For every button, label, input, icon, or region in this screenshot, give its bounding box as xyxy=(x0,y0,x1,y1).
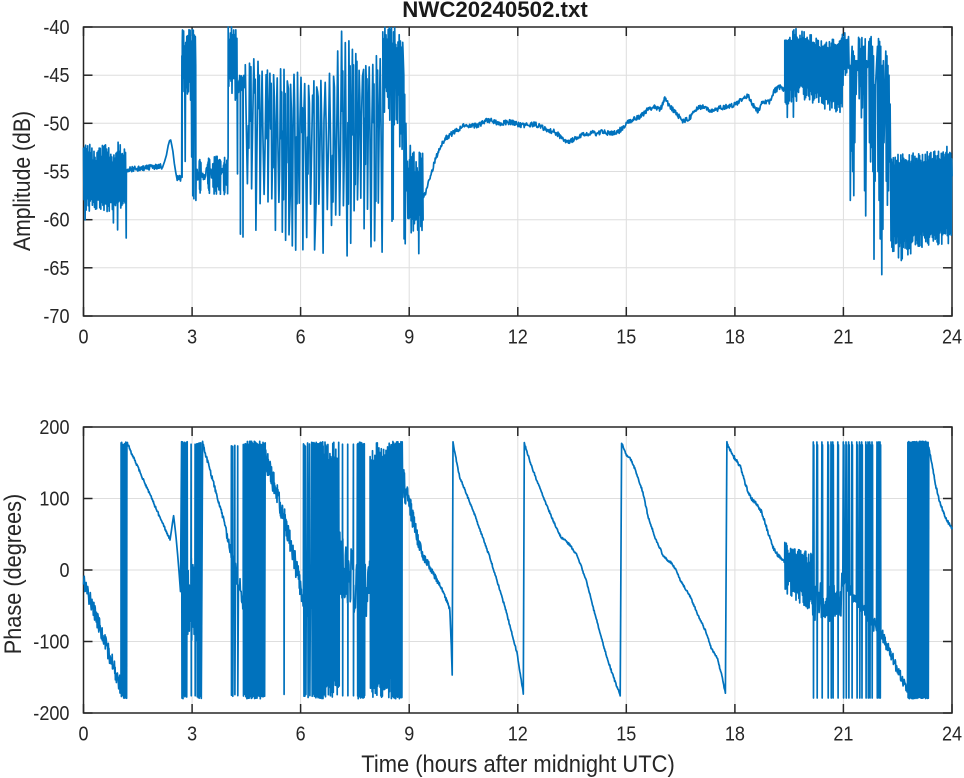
svg-text:-100: -100 xyxy=(33,632,69,654)
svg-text:21: 21 xyxy=(833,327,853,349)
svg-text:6: 6 xyxy=(296,327,306,349)
svg-text:15: 15 xyxy=(616,724,636,746)
svg-text:-40: -40 xyxy=(43,17,69,39)
svg-text:-200: -200 xyxy=(33,703,69,725)
svg-text:18: 18 xyxy=(725,724,745,746)
svg-text:3: 3 xyxy=(187,724,197,746)
svg-text:9: 9 xyxy=(404,327,414,349)
svg-text:24: 24 xyxy=(942,724,962,746)
svg-text:0: 0 xyxy=(79,724,89,746)
svg-text:-65: -65 xyxy=(43,258,69,280)
svg-text:100: 100 xyxy=(39,489,69,511)
svg-text:-60: -60 xyxy=(43,210,69,232)
svg-text:-50: -50 xyxy=(43,113,69,135)
svg-text:-70: -70 xyxy=(43,306,69,328)
svg-text:24: 24 xyxy=(942,327,962,349)
svg-text:Phase (degrees): Phase (degrees) xyxy=(0,494,27,655)
svg-text:200: 200 xyxy=(39,417,69,439)
svg-text:18: 18 xyxy=(725,327,745,349)
svg-text:-55: -55 xyxy=(43,162,69,184)
svg-text:12: 12 xyxy=(508,327,528,349)
svg-text:NWC20240502.txt: NWC20240502.txt xyxy=(402,0,588,22)
svg-text:9: 9 xyxy=(404,724,414,746)
svg-text:Amplitude (dB): Amplitude (dB) xyxy=(9,111,36,251)
svg-text:Time (hours after midnight UTC: Time (hours after midnight UTC) xyxy=(361,751,675,778)
svg-text:15: 15 xyxy=(616,327,636,349)
svg-text:6: 6 xyxy=(296,724,306,746)
svg-text:12: 12 xyxy=(508,724,528,746)
svg-text:0: 0 xyxy=(79,327,89,349)
svg-text:0: 0 xyxy=(60,560,70,582)
svg-text:21: 21 xyxy=(833,724,853,746)
svg-text:-45: -45 xyxy=(43,65,69,87)
svg-text:3: 3 xyxy=(187,327,197,349)
